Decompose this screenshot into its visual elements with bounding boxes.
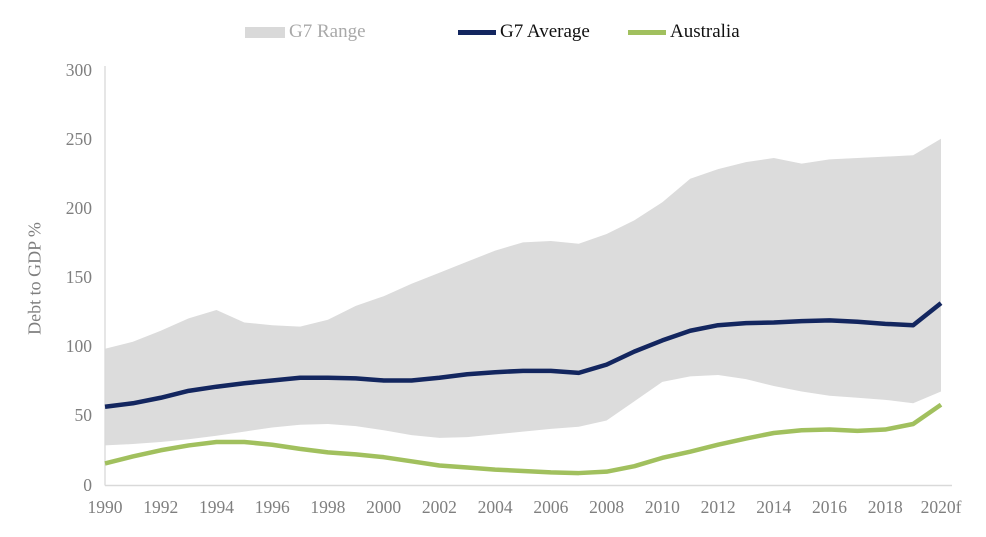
legend-item-australia: Australia bbox=[628, 21, 740, 43]
x-tick-label: 2008 bbox=[589, 497, 625, 517]
y-tick-label: 50 bbox=[74, 405, 93, 426]
x-tick-label: 1992 bbox=[143, 497, 179, 517]
legend-item-g7-average: G7 Average bbox=[458, 21, 590, 43]
x-tick-label: 2010 bbox=[644, 497, 680, 517]
g7-average-swatch bbox=[458, 29, 496, 35]
legend-item-g7-range: G7 Range bbox=[245, 21, 366, 43]
y-axis-title: Debt to GDP % bbox=[24, 222, 45, 335]
x-tick-label: 2016 bbox=[812, 497, 848, 517]
legend-label: Australia bbox=[670, 21, 740, 42]
x-tick-label: 2020f bbox=[920, 497, 962, 517]
y-tick-label: 250 bbox=[65, 129, 92, 150]
x-tick-label: 2006 bbox=[533, 497, 569, 517]
legend-label: G7 Average bbox=[500, 21, 590, 42]
g7-range-swatch bbox=[245, 26, 285, 38]
x-tick-label: 2002 bbox=[421, 497, 457, 517]
x-tick-label: 1996 bbox=[254, 497, 290, 517]
y-tick-label: 100 bbox=[65, 336, 92, 357]
australia-line bbox=[104, 402, 943, 476]
g7-range-band bbox=[105, 138, 942, 446]
y-tick-label: 150 bbox=[65, 267, 92, 288]
x-tick-label: 2014 bbox=[756, 497, 792, 517]
legend: G7 Range G7 Average Australia bbox=[0, 0, 986, 50]
australia-swatch bbox=[628, 29, 666, 35]
x-tick-label: 2004 bbox=[477, 497, 513, 517]
x-tick-label: 1994 bbox=[198, 497, 234, 517]
y-tick-label: 200 bbox=[65, 198, 92, 219]
x-tick-label: 2012 bbox=[700, 497, 736, 517]
y-tick-label: 300 bbox=[65, 59, 92, 80]
x-tick-label: 1990 bbox=[87, 497, 123, 517]
x-tick-label: 2000 bbox=[366, 497, 402, 517]
x-tick-label: 1998 bbox=[310, 497, 346, 517]
x-tick-label: 2018 bbox=[867, 497, 903, 517]
y-tick-label: 0 bbox=[83, 474, 92, 495]
legend-label: G7 Range bbox=[289, 21, 366, 42]
g7-average-line bbox=[104, 301, 943, 409]
